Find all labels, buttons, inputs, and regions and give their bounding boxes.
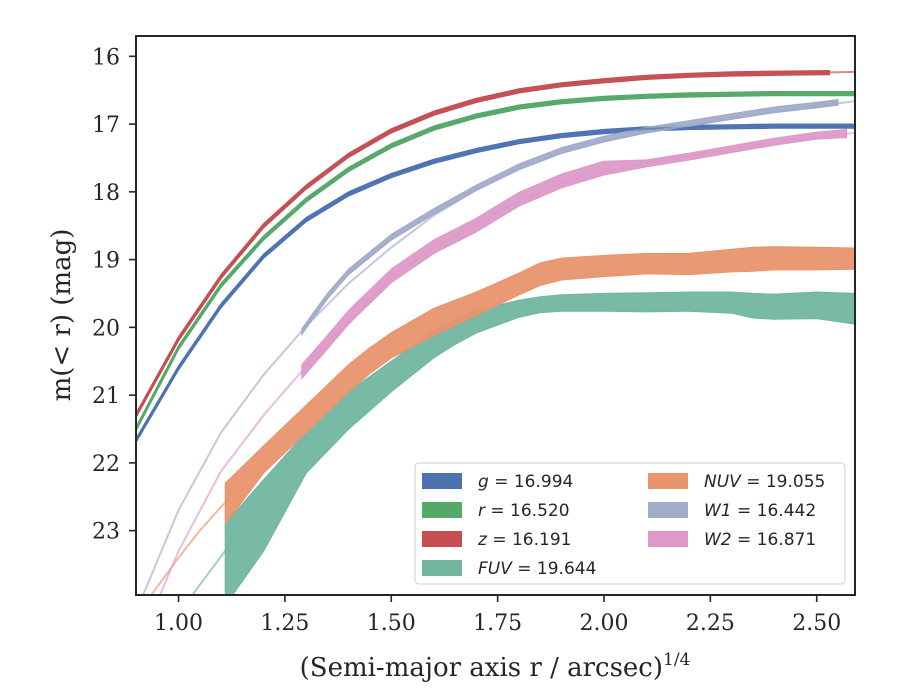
legend-band-value: = 16.191 [487, 530, 572, 550]
model-curve-w1 [141, 100, 855, 595]
data-band-nuv [224, 246, 855, 526]
legend-swatch-nuv [648, 473, 688, 489]
legend-band-value: = 16.871 [732, 530, 817, 550]
legend-band-name: W1 [704, 501, 732, 521]
y-tick-label: 16 [92, 45, 120, 70]
y-tick-label: 20 [92, 316, 120, 341]
plot-frame [135, 35, 856, 596]
legend-label-g: g = 16.994 [478, 472, 573, 492]
legend-swatch-g [422, 473, 462, 489]
legend-band-value: = 16.994 [489, 472, 574, 492]
legend-band-name: NUV [704, 472, 742, 492]
y-tick-label: 17 [92, 113, 120, 138]
model-curves [136, 70, 855, 595]
legend-band-value: = 16.442 [732, 501, 817, 521]
x-axis-label: (Semi-major axis r / arcsec)1/4 [300, 650, 691, 683]
model-curve-z [136, 70, 855, 416]
y-tick-label: 19 [92, 249, 120, 274]
y-tick-label: 22 [92, 452, 120, 477]
legend-label-z: z = 16.191 [477, 530, 571, 550]
legend-label-r: r = 16.520 [478, 501, 570, 521]
x-axis-label-superscript: 1/4 [663, 650, 690, 670]
x-tick-label: 2.00 [579, 611, 628, 636]
model-curve-fuv [191, 435, 308, 595]
y-axis-label: m(< r) (mag) [47, 229, 77, 402]
legend-band-name: z [477, 530, 488, 550]
legend-band-name: r [478, 501, 486, 521]
x-axis-ticks: 1.00 1.25 1.50 1.75 2.00 2.25 2.50 [154, 595, 841, 636]
x-tick-label: 2.50 [792, 611, 841, 636]
legend-band-name: W2 [704, 530, 732, 550]
model-curve-r [136, 92, 855, 430]
legend-band-name: g [478, 472, 489, 492]
x-tick-label: 1.50 [367, 611, 416, 636]
legend-swatch-fuv [422, 560, 462, 576]
legend-swatch-z [422, 531, 462, 547]
x-tick-label: 2.25 [686, 611, 735, 636]
legend-band-value: = 16.520 [485, 501, 570, 521]
data-band-r [136, 91, 855, 432]
legend-band-name: FUV [478, 559, 513, 579]
legend-label-w2: W2 = 16.871 [704, 530, 816, 550]
x-axis-label-main: (Semi-major axis r / arcsec) [300, 653, 663, 683]
model-curve-g [136, 125, 855, 442]
data-band-z [136, 69, 831, 419]
y-tick-label: 18 [92, 181, 120, 206]
legend-band-value: = 19.055 [741, 472, 826, 492]
legend-frame [414, 462, 846, 585]
legend-label-nuv: NUV = 19.055 [704, 472, 825, 492]
model-curve-w2 [159, 131, 855, 595]
y-tick-label: 21 [92, 384, 120, 409]
legend-swatch-w1 [648, 502, 688, 518]
x-tick-label: 1.75 [473, 611, 522, 636]
legend-swatch-w2 [648, 531, 688, 547]
y-axis-ticks: 16 17 18 19 20 21 22 23 [92, 45, 136, 545]
legend-label-fuv: FUV = 19.644 [478, 559, 596, 579]
legend-band-value: = 19.644 [512, 559, 597, 579]
x-tick-label: 1.00 [154, 611, 203, 636]
legend-label-w1: W1 = 16.442 [704, 501, 816, 521]
legend-swatch-r [422, 502, 462, 518]
x-tick-label: 1.25 [260, 611, 309, 636]
y-tick-label: 23 [92, 520, 120, 545]
data-band-g [136, 123, 855, 444]
